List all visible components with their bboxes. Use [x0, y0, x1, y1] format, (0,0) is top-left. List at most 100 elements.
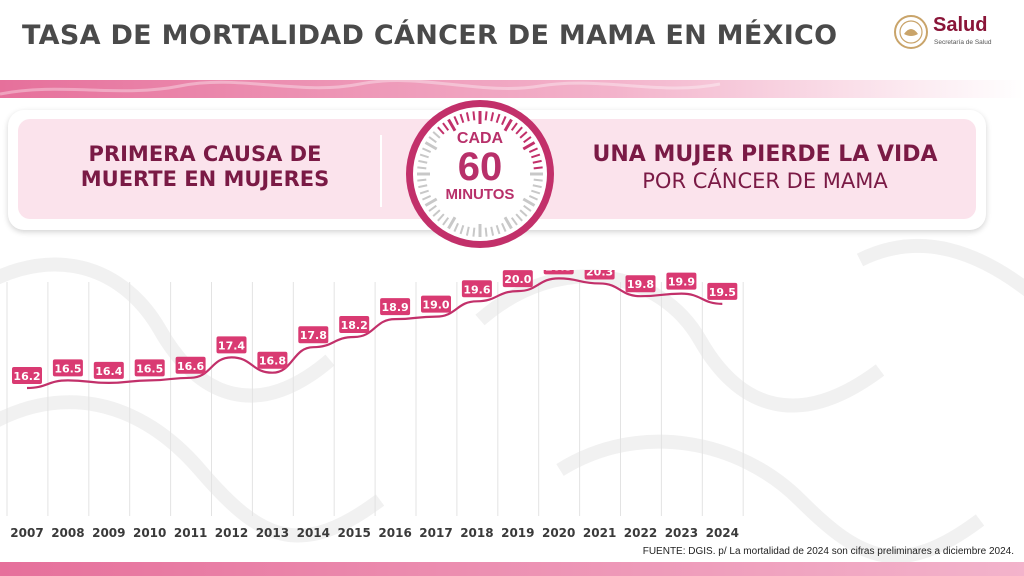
clock-tick: [495, 113, 501, 123]
data-label-bg: [93, 361, 124, 379]
data-label: 19.9: [668, 276, 695, 289]
source-footnote: FUENTE: DGIS. p/ La mortalidad de 2024 s…: [642, 546, 1014, 557]
clock-tick: [510, 217, 518, 226]
data-label: 20.3: [586, 270, 613, 278]
clock-tick: [453, 222, 459, 232]
x-tick-label: 2016: [378, 526, 411, 540]
x-tick-label: 2007: [10, 526, 43, 540]
clock-icon: [406, 100, 554, 248]
data-label-bg: [707, 282, 738, 300]
clock-tick: [465, 112, 470, 122]
decorative-band: [0, 80, 1024, 98]
x-tick-label: 2023: [665, 526, 698, 540]
data-label-bg: [502, 270, 533, 288]
x-tick-label: 2010: [133, 526, 166, 540]
clock-tick: [522, 197, 536, 207]
clock-tick: [495, 225, 501, 235]
data-label: 19.0: [422, 299, 449, 312]
data-label: 16.5: [54, 362, 81, 375]
data-label-bg: [134, 359, 165, 377]
clock-tick: [417, 166, 427, 170]
clock-tick: [437, 126, 445, 135]
data-label: 17.8: [300, 329, 327, 342]
data-label-bg: [666, 272, 697, 290]
clock-tick: [519, 131, 528, 139]
salud-logo: Salud Secretaría de Salud: [893, 14, 1013, 54]
clock-tick: [522, 141, 536, 151]
clock-tick: [528, 147, 538, 153]
clock-tick: [428, 204, 437, 212]
clock-tick: [531, 189, 541, 195]
data-label: 16.5: [136, 362, 163, 375]
data-label: 16.6: [177, 360, 204, 373]
clock-tick: [418, 159, 428, 164]
data-label-bg: [12, 367, 42, 384]
data-label: 20.5: [545, 270, 572, 273]
clock-tick: [503, 216, 513, 230]
data-label-bg: [421, 295, 451, 313]
clock-tick: [501, 222, 507, 232]
x-tick-label: 2022: [624, 526, 657, 540]
clock-tick: [531, 153, 541, 159]
data-label: 19.6: [463, 283, 490, 296]
data-label-bg: [584, 270, 615, 280]
x-tick-label: 2014: [297, 526, 330, 540]
clock-tick: [503, 118, 513, 132]
clock-tick: [472, 111, 476, 121]
seal-icon: [894, 15, 928, 49]
clock-tick: [523, 204, 532, 212]
data-label-bg: [257, 351, 288, 369]
x-tick-label: 2013: [256, 526, 289, 540]
data-label-bg: [52, 359, 83, 377]
clock-tick: [501, 116, 507, 126]
clock-tick: [528, 195, 538, 201]
x-tick-label: 2024: [706, 526, 739, 540]
clock-tick: [484, 111, 488, 121]
data-label: 16.4: [95, 365, 122, 378]
clock-tick: [417, 178, 427, 182]
left-line-1: PRIMERA CAUSA DE: [88, 142, 322, 166]
data-label-bg: [298, 326, 329, 344]
clock-tick: [465, 226, 470, 236]
x-tick-label: 2011: [174, 526, 207, 540]
data-label: 18.2: [341, 319, 368, 332]
banner-left-text: PRIMERA CAUSA DE MUERTE EN MUJERES: [40, 142, 370, 192]
clock-tick: [419, 189, 429, 195]
clock-tick: [418, 184, 428, 189]
clock-tick: [533, 166, 543, 170]
x-tick-label: 2012: [215, 526, 248, 540]
clock-bottom-text: MINUTOS: [445, 186, 515, 203]
clock-tick: [532, 159, 542, 164]
clock-tick: [453, 116, 459, 126]
data-label-bg: [543, 270, 574, 275]
data-label: 16.8: [259, 355, 286, 368]
clock-tick: [424, 197, 438, 207]
clock-number: 60: [457, 145, 503, 189]
clock-tick: [447, 216, 457, 230]
data-label: 17.4: [218, 339, 245, 352]
clock-tick: [447, 118, 457, 132]
data-label: 19.5: [709, 286, 736, 299]
clock-tick: [459, 113, 465, 123]
data-label-bg: [625, 275, 656, 293]
x-tick-label: 2021: [583, 526, 616, 540]
left-line-2: MUERTE EN MUJERES: [80, 167, 330, 191]
x-tick-label: 2009: [92, 526, 125, 540]
data-label: 18.9: [382, 301, 409, 314]
banner-right-line-1: UNA MUJER PIERDE LA VIDA: [592, 142, 938, 167]
data-label-bg: [380, 298, 411, 316]
clock-tick: [442, 122, 450, 131]
clock-tick: [523, 136, 532, 144]
clock-tick: [424, 141, 438, 151]
clock-tick: [515, 213, 523, 222]
page-title: TASA DE MORTALIDAD CÁNCER DE MAMA EN MÉX…: [22, 20, 838, 51]
series-line: [26, 277, 723, 390]
clock-tick: [422, 147, 432, 153]
data-label-bg: [216, 336, 247, 354]
clock-tick: [490, 112, 495, 122]
bottom-band: [0, 562, 1024, 576]
clock-tick: [432, 131, 441, 139]
data-label-bg: [461, 280, 492, 298]
clock-tick: [442, 217, 450, 226]
